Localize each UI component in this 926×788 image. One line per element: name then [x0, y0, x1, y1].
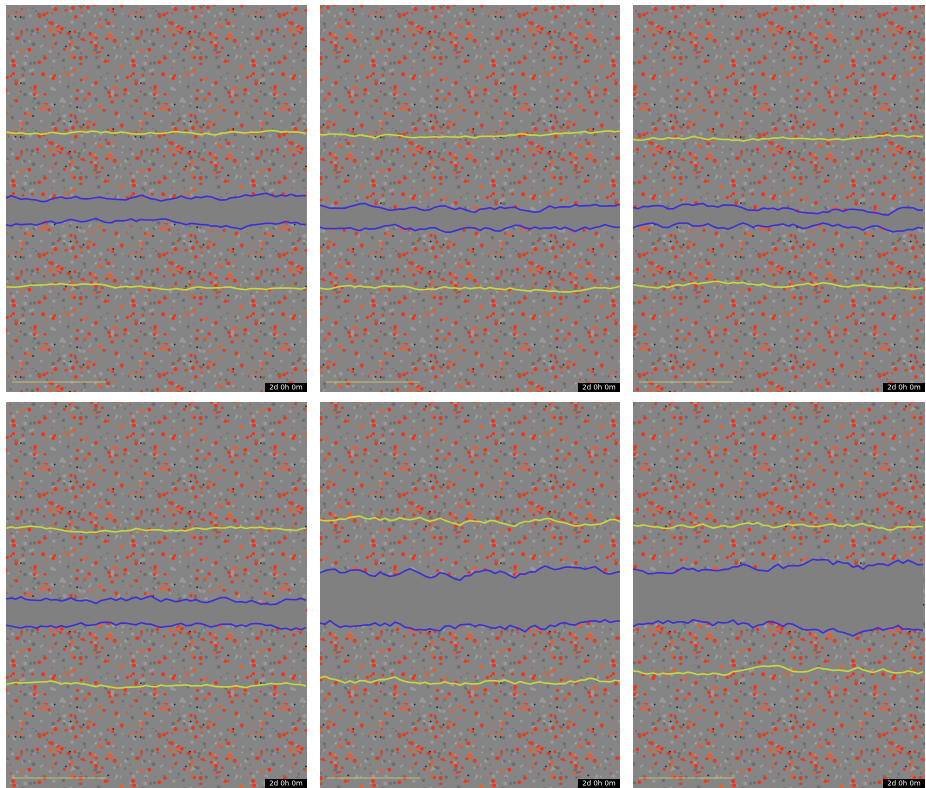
- cell-field: [6, 402, 307, 788]
- microscopy-panel: 2d 0h 0m: [6, 5, 307, 392]
- cell-field: [320, 5, 620, 392]
- microscopy-panel: 2d 0h 0m: [320, 402, 620, 788]
- microscopy-panel: 2d 0h 0m: [6, 402, 307, 788]
- timestamp: 2d 0h 0m: [269, 384, 303, 392]
- microscopy-panel: 2d 0h 0m: [633, 5, 925, 392]
- timestamp: 2d 0h 0m: [887, 384, 921, 392]
- cell-field: [633, 5, 925, 392]
- microscopy-panel: 2d 0h 0m: [633, 402, 925, 788]
- microscopy-panel: 2d 0h 0m: [320, 5, 620, 392]
- timestamp: 2d 0h 0m: [582, 384, 616, 392]
- timestamp: 2d 0h 0m: [269, 780, 303, 788]
- image-grid: 2d 0h 0m 2d 0h 0m 2d 0h 0m 2d 0h 0m 2d 0h 0m…: [0, 0, 926, 788]
- page: 2d 0h 0m 2d 0h 0m 2d 0h 0m 2d 0h 0m 2d 0h 0m…: [0, 0, 926, 788]
- timestamp: 2d 0h 0m: [887, 780, 921, 788]
- timestamp: 2d 0h 0m: [582, 780, 616, 788]
